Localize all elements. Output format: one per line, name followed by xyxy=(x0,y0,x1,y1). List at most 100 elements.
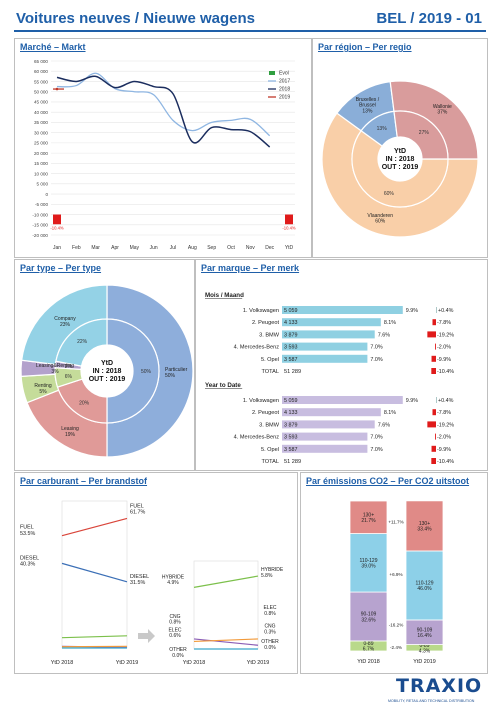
evol-bar xyxy=(431,458,436,464)
evol-bar xyxy=(427,331,436,338)
type-outer-label: Leasing 19% xyxy=(61,426,79,438)
region-outer-label: Vlaanderen 60% xyxy=(367,213,393,225)
brand-share: 7.0% xyxy=(370,345,382,351)
brand-units: 5 059 xyxy=(284,398,298,404)
type-title: Par type – Per type xyxy=(20,263,102,273)
logo-word: TRAXIO xyxy=(396,675,483,697)
evol-bar xyxy=(435,433,436,440)
inner-slice xyxy=(393,110,449,160)
y-tick-label: -15 000 xyxy=(32,223,48,228)
co2-evol-label: -2.4% xyxy=(390,645,402,650)
co2-segment-label: 110-129 46.0% xyxy=(416,580,434,592)
share-bar xyxy=(282,330,375,339)
brand-share: 7.0% xyxy=(370,447,382,453)
fuel-label: FUEL 53.5% xyxy=(20,525,35,537)
evol-bar xyxy=(53,214,61,225)
brand-name: 1. Volkswagen xyxy=(243,398,279,404)
market-title: Marché – Markt xyxy=(20,42,86,52)
brand-evol: -19.2% xyxy=(437,332,454,338)
evol-bar xyxy=(435,343,436,350)
brand-units: 4 133 xyxy=(284,410,298,416)
share-bar xyxy=(282,444,368,453)
traxio-logo: TRAXIO MOBILITY, RETAIL AND TECHNICAL DI… xyxy=(388,675,488,707)
brand-name: 2. Peugeot xyxy=(252,410,280,416)
region-outer-label: Bruxelles / Brussel 13% xyxy=(356,97,380,115)
legend-label: 2019 xyxy=(279,95,290,101)
series-2017-line xyxy=(56,72,271,137)
share-bar xyxy=(282,354,368,363)
co2-segment xyxy=(405,619,444,645)
brand-name: 2. Peugeot xyxy=(252,320,280,326)
inner-slice xyxy=(351,129,449,208)
type-inner-label: 6% xyxy=(65,374,73,380)
x-tick-label: YtD 2019 xyxy=(413,659,435,665)
brand-share: 7.0% xyxy=(370,435,382,441)
brand-units: 3 879 xyxy=(284,422,298,428)
fuel-zoom-line xyxy=(193,575,259,588)
page-header: Voitures neuves / Nieuwe wagens BEL / 20… xyxy=(14,8,486,32)
share-bar xyxy=(282,408,381,417)
x-tick-label: Nov xyxy=(246,245,255,251)
brand-panel: Par marque – Per merk Mois / Maand 1. Vol… xyxy=(195,259,488,471)
inner-slice xyxy=(106,318,160,424)
region-inner-label: 27% xyxy=(419,130,430,136)
co2-segment-label: 130+ 33.4% xyxy=(417,521,432,533)
co2-segment-label: 0-89 6.7% xyxy=(363,641,375,653)
y-tick-label: 5 000 xyxy=(37,182,49,187)
total-evol: -10.4% xyxy=(437,369,454,375)
region-outer-label: Wallonie 37% xyxy=(433,104,452,116)
y-tick-label: 35 000 xyxy=(34,120,48,125)
period-label: BEL / 2019 - 01 xyxy=(376,10,482,27)
fuel-title: Par carburant – Per brandstof xyxy=(20,476,148,486)
evol-bar xyxy=(431,368,436,374)
fuel-line xyxy=(61,517,128,537)
region-inner-label: 13% xyxy=(377,126,388,132)
fuel-chart: FUEL 53.5% FUEL 61.7% DIESEL 40.3% DIESEL 31.5%… xyxy=(20,500,284,666)
fuel-label: DIESEL 40.3% xyxy=(20,555,39,567)
brand-units: 3 587 xyxy=(284,357,298,363)
evol-bar xyxy=(432,409,436,416)
y-tick-label: 25 000 xyxy=(34,141,48,146)
fuel-label: CNG 0.8% xyxy=(169,614,181,626)
y-tick-label: 0 xyxy=(45,192,48,197)
brand-name: 3. BMW xyxy=(259,422,280,428)
brand-evol: -2.0% xyxy=(437,435,451,441)
y-tick-label: 65 000 xyxy=(34,59,48,64)
x-tick-label: Apr xyxy=(111,245,119,251)
total-evol: -10.4% xyxy=(437,459,454,465)
legend-swatch xyxy=(269,71,275,75)
brand-evol: +0.4% xyxy=(438,398,454,404)
x-tick-label: YtD 2018 xyxy=(183,660,205,666)
x-tick-label: Sep xyxy=(207,245,216,251)
brand-name: 4. Mercedes-Benz xyxy=(234,345,280,351)
brand-share: 7.6% xyxy=(378,422,390,428)
brand-units: 3 593 xyxy=(284,435,298,441)
type-inner-label: 50% xyxy=(141,369,152,375)
fuel-label: OTHER 0.0% xyxy=(169,647,187,659)
y-tick-label: 40 000 xyxy=(34,110,48,115)
fuel-label: HYBRIDE 5.8% xyxy=(261,567,284,579)
brand-evol: +0.4% xyxy=(438,308,454,314)
fuel-line xyxy=(61,635,128,639)
share-bar xyxy=(282,306,403,314)
brand-units: 4 133 xyxy=(284,320,298,326)
x-tick-label: YtD 2018 xyxy=(357,659,379,665)
y-tick-label: 45 000 xyxy=(34,100,48,105)
fuel-label: ELEC 0.8% xyxy=(263,605,276,617)
y-tick-label: 15 000 xyxy=(34,161,48,166)
brand-share: 7.6% xyxy=(378,332,390,338)
brand-title: Par marque – Per merk xyxy=(201,263,300,273)
evol-bar xyxy=(427,421,436,428)
share-bar xyxy=(282,396,403,404)
region-inner-label: 60% xyxy=(384,191,395,197)
x-tick-label: Mar xyxy=(91,245,100,251)
type-outer-label: Leasing&Renting 3% xyxy=(36,363,74,375)
inner-slice xyxy=(55,318,108,367)
legend-label: 2018 xyxy=(279,87,290,93)
x-tick-label: YtD 2018 xyxy=(51,660,73,666)
x-tick-label: Dec xyxy=(265,245,274,251)
brand-units: 3 587 xyxy=(284,447,298,453)
x-tick-label: Oct xyxy=(227,245,235,251)
fuel-zoom-line xyxy=(193,638,259,646)
legend-label: Evol xyxy=(279,71,289,77)
